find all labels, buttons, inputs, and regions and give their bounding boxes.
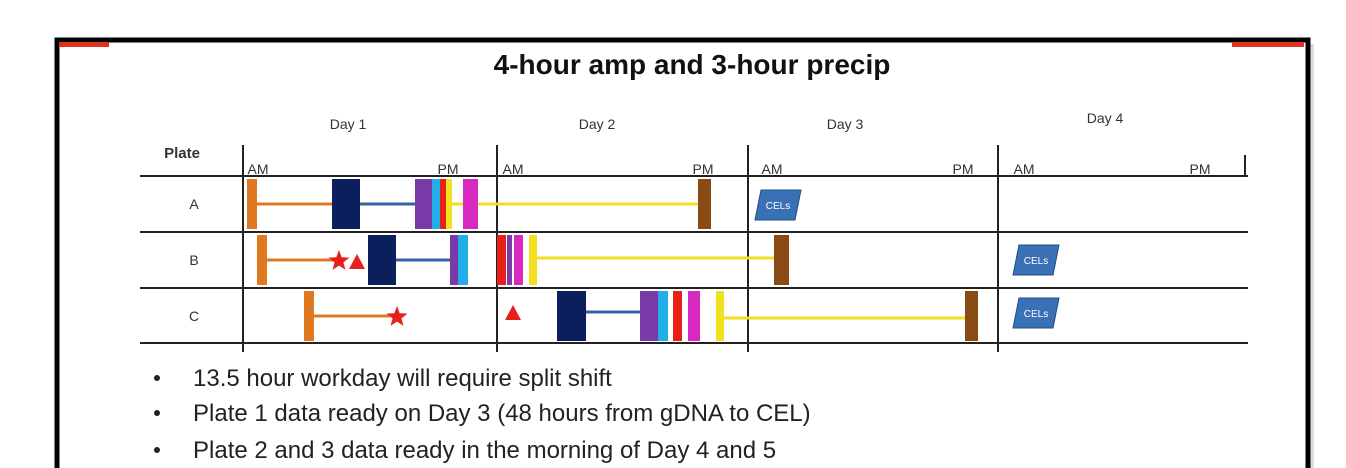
pm-label: PM — [693, 161, 714, 177]
step-block — [673, 291, 682, 341]
title: 4-hour amp and 3-hour precip — [494, 49, 891, 80]
bullet-text: Plate 2 and 3 data ready in the morning … — [193, 437, 776, 464]
step-block — [446, 179, 452, 229]
corner-mark — [1232, 42, 1304, 47]
step-block — [368, 235, 396, 285]
step-block — [716, 291, 724, 341]
step-block — [698, 179, 711, 229]
schedule-grid: Day 1 AM PM Day 2 AM PM Day 3 AM PM Day 4 AM PM A B C C… — [140, 110, 1248, 464]
step-block — [304, 291, 314, 341]
corner-mark — [59, 42, 109, 47]
step-block — [514, 235, 523, 285]
step-block — [640, 291, 658, 341]
bullet-text: Plate 1 data ready on Day 3 (48 hours fr… — [193, 400, 811, 427]
step-block — [257, 235, 267, 285]
pm-label: PM — [1190, 161, 1211, 177]
step-block — [450, 235, 458, 285]
row-label: A — [189, 196, 199, 212]
step-block — [688, 291, 700, 341]
step-block — [507, 235, 512, 285]
cel-label: CELs — [1024, 256, 1048, 267]
am-label: AM — [762, 161, 783, 177]
cel-icon — [1012, 244, 1060, 276]
step-block — [497, 235, 506, 285]
row-label: C — [189, 308, 199, 324]
am-label: AM — [1014, 161, 1035, 177]
cel-icon — [1012, 297, 1060, 329]
star — [328, 250, 350, 270]
step-block — [332, 179, 360, 229]
step-block — [440, 179, 446, 229]
day-label: Day 2 — [579, 116, 616, 132]
day-label: Day 1 — [330, 116, 367, 132]
step-block — [965, 291, 978, 341]
bullet-text: 13.5 hour workday will require split shi… — [193, 365, 612, 392]
plate-header: Plate — [164, 145, 200, 162]
step-block — [557, 291, 586, 341]
step-block — [774, 235, 789, 285]
am-label: AM — [503, 161, 524, 177]
pm-label: PM — [953, 161, 974, 177]
cel-label: CELs — [1024, 309, 1048, 320]
step-block — [247, 179, 257, 229]
bullet-dot — [154, 375, 160, 381]
triangle — [505, 305, 521, 320]
step-block — [658, 291, 668, 341]
step-block — [529, 235, 537, 285]
day-label: Day 3 — [827, 116, 864, 132]
bullet-dot — [154, 410, 160, 416]
bullet-dot — [154, 447, 160, 453]
cel-label: CELs — [766, 201, 790, 212]
triangle — [349, 254, 365, 269]
am-label: AM — [248, 161, 269, 177]
step-block — [463, 179, 478, 229]
row-label: B — [189, 252, 198, 268]
cel-icon — [754, 189, 802, 221]
step-block — [432, 179, 440, 229]
step-block — [458, 235, 468, 285]
pm-label: PM — [438, 161, 459, 177]
day-label: Day 4 — [1087, 110, 1124, 126]
step-block — [415, 179, 432, 229]
star — [386, 306, 408, 326]
